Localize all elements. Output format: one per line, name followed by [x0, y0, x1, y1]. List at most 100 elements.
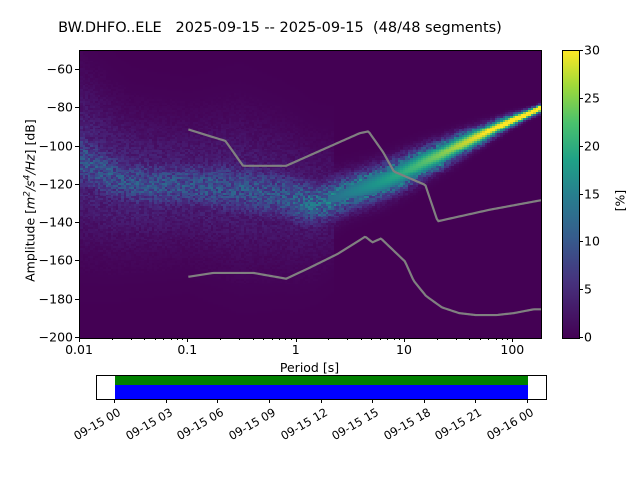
coverage-tick-label: 09-15 15 [329, 405, 382, 443]
x-tick-mark-minor [393, 338, 395, 340]
x-tick-mark-minor [154, 338, 156, 340]
x-tick-mark-minor [371, 338, 373, 340]
x-tick-mark-minor [495, 338, 497, 340]
noise-model-curves [188, 128, 541, 317]
y-tick-label: −80 [46, 99, 73, 115]
coverage-tick-mark [268, 399, 270, 403]
coverage-tick-mark [165, 399, 167, 403]
x-tick-mark-minor [455, 338, 457, 340]
colorbar-tick-label: 0 [584, 329, 592, 345]
x-tick-mark-minor [285, 338, 287, 340]
colorbar-tick-label: 5 [584, 281, 592, 297]
coverage-tick-label: 09-15 12 [277, 405, 330, 443]
data-coverage-bar [96, 375, 547, 400]
colorbar-tick-mark [579, 241, 583, 243]
x-tick-mark-major [404, 338, 405, 342]
x-tick-mark-minor [252, 338, 254, 340]
colorbar-label: [%] [612, 189, 628, 212]
x-tick-label: 0.1 [177, 342, 198, 357]
coverage-tick-label: 09-15 06 [174, 405, 227, 443]
y-axis-label-prefix: Amplitude [ [22, 208, 38, 282]
y-tick-mark [75, 145, 79, 147]
x-tick-mark-minor [488, 338, 490, 340]
x-tick-mark-minor [328, 338, 330, 340]
x-tick-mark-minor [170, 338, 172, 340]
ppsd-density-heatmap [80, 51, 541, 338]
x-tick-mark-minor [239, 338, 240, 340]
coverage-tick-mark [527, 399, 528, 403]
x-tick-mark-minor [111, 338, 113, 340]
x-tick-mark-minor [507, 338, 509, 340]
colorbar-tick-label: 25 [584, 90, 600, 106]
figure-title: BW.DHFO..ELE 2025-09-15 -- 2025-09-15 (4… [58, 20, 502, 36]
x-tick-mark-major [295, 338, 297, 342]
y-tick-mark [75, 260, 79, 262]
x-tick-mark-major [512, 338, 514, 342]
y-axis-label-unit-m: m [22, 196, 38, 209]
y-tick-mark [75, 337, 79, 338]
x-tick-mark-minor [163, 338, 165, 340]
colorbar-tick-label: 15 [584, 186, 600, 201]
colorbar-tick-label: 30 [584, 42, 600, 58]
x-tick-mark-minor [176, 338, 178, 340]
coverage-tick-label: 09-15 03 [122, 405, 175, 443]
coverage-tick-mark [320, 399, 322, 403]
y-axis-label: Amplitude [m2/s4/Hz] [dB] [22, 51, 37, 351]
x-tick-mark-minor [144, 338, 146, 340]
x-tick-mark-minor [271, 338, 273, 340]
y-tick-mark [75, 69, 79, 71]
x-tick-label: 100 [500, 342, 525, 357]
y-tick-label: −120 [38, 176, 73, 192]
colorbar-tick-label: 10 [584, 233, 600, 249]
x-tick-mark-minor [278, 338, 280, 340]
coverage-tick-mark [372, 399, 374, 403]
coverage-tick-label: 09-15 09 [226, 405, 278, 443]
x-tick-mark-minor [501, 338, 503, 340]
colorbar-tick-label: 20 [584, 138, 600, 154]
x-tick-mark-minor [387, 338, 389, 340]
x-tick-mark-minor [263, 338, 265, 340]
nhnm-curve [188, 128, 541, 223]
y-tick-label: −160 [38, 252, 73, 268]
coverage-tick-mark [114, 399, 115, 403]
x-tick-mark-minor [290, 338, 292, 340]
y-tick-label: −100 [38, 138, 73, 154]
colorbar-tick-mark [579, 97, 583, 99]
y-tick-label: −140 [38, 214, 73, 230]
y-tick-mark [75, 107, 79, 109]
coverage-tick-mark [423, 399, 425, 403]
colorbar-tick-mark [579, 50, 583, 51]
y-tick-mark [75, 183, 79, 185]
x-tick-mark-minor [399, 338, 401, 340]
colorbar-tick-mark [579, 193, 583, 195]
ppsd-plot-area [79, 50, 542, 339]
coverage-band-blue [115, 385, 528, 399]
x-tick-mark-minor [130, 338, 132, 340]
x-tick-mark-minor [380, 338, 381, 340]
x-tick-mark-major [187, 338, 189, 342]
y-tick-label: −180 [38, 291, 73, 307]
coverage-tick-label: 09-15 21 [432, 405, 485, 443]
x-axis-label: Period [s] [279, 360, 340, 375]
coverage-tick-mark [217, 399, 219, 403]
y-tick-mark [75, 222, 79, 224]
x-tick-mark-minor [469, 338, 471, 340]
nlnm-curve [188, 235, 541, 317]
coverage-band-green [115, 376, 528, 385]
y-axis-label-suffix: ] [dB] [22, 119, 38, 155]
coverage-tick-mark [475, 399, 477, 403]
x-tick-label: 1 [291, 342, 300, 357]
y-axis-label-unit-hz: /Hz [22, 154, 38, 175]
colorbar [562, 50, 580, 339]
x-tick-label: 10 [396, 342, 412, 357]
colorbar-tick-mark [579, 337, 583, 338]
x-tick-mark-minor [479, 338, 481, 340]
y-tick-mark [75, 298, 79, 300]
x-tick-mark-minor [219, 338, 221, 340]
x-tick-mark-minor [182, 338, 184, 340]
coverage-tick-label: 09-15 00 [71, 405, 123, 443]
gridline-horizontal [80, 338, 541, 339]
y-axis-label-unit-m-exp: 2 [22, 191, 33, 197]
coverage-tick-label: 09-16 00 [484, 405, 536, 443]
